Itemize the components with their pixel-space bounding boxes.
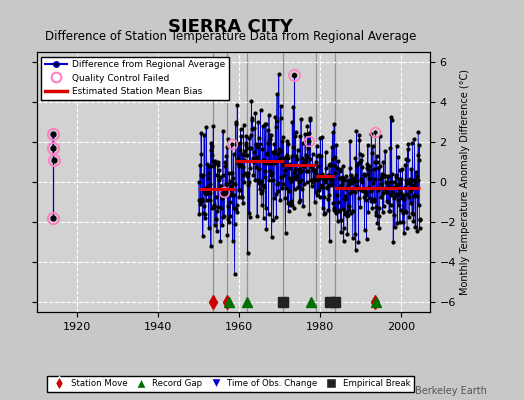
Legend: Station Move, Record Gap, Time of Obs. Change, Empirical Break: Station Move, Record Gap, Time of Obs. C… [48, 376, 413, 392]
Y-axis label: Monthly Temperature Anomaly Difference (°C): Monthly Temperature Anomaly Difference (… [460, 69, 470, 295]
Legend: Difference from Regional Average, Quality Control Failed, Estimated Station Mean: Difference from Regional Average, Qualit… [41, 56, 229, 100]
Text: Difference of Station Temperature Data from Regional Average: Difference of Station Temperature Data f… [45, 30, 416, 43]
Text: SIERRA CITY: SIERRA CITY [168, 18, 293, 36]
Text: Berkeley Earth: Berkeley Earth [416, 386, 487, 396]
